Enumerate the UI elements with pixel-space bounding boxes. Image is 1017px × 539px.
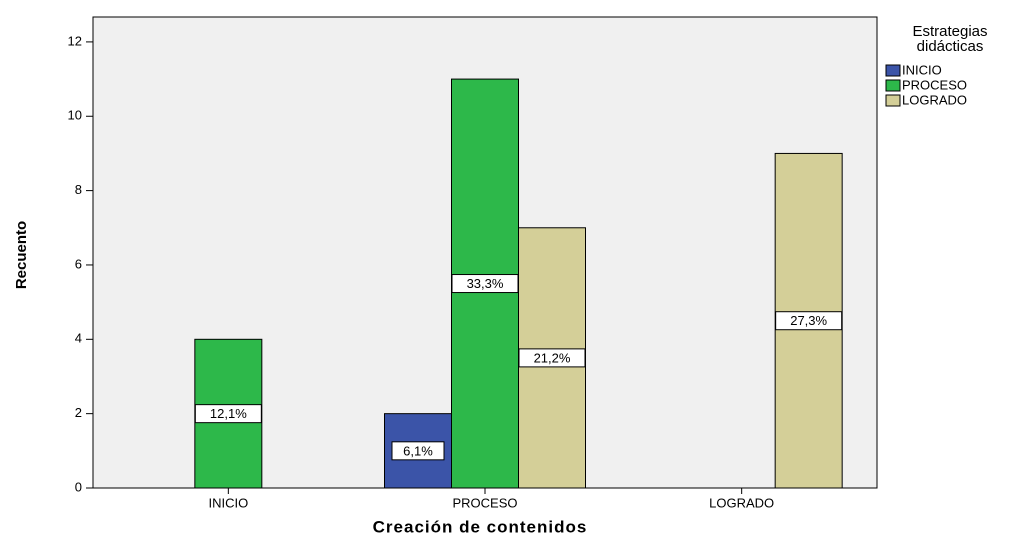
x-tick-label: PROCESO bbox=[452, 495, 517, 510]
data-label-box bbox=[391, 441, 445, 461]
x-tick-label: LOGRADO bbox=[709, 495, 774, 510]
legend-swatch bbox=[885, 79, 901, 92]
data-label-box bbox=[194, 404, 262, 424]
data-label-box bbox=[518, 348, 586, 368]
legend-swatch bbox=[885, 64, 901, 77]
x-tick-label: INICIO bbox=[208, 495, 248, 510]
legend-label: INICIO bbox=[902, 62, 942, 77]
y-tick-label: 2 bbox=[75, 405, 82, 420]
data-label: 33,3% bbox=[467, 276, 504, 291]
data-label: 21,2% bbox=[534, 350, 571, 365]
data-label: 12,1% bbox=[210, 406, 247, 421]
data-label: 27,3% bbox=[790, 313, 827, 328]
legend-label: PROCESO bbox=[902, 77, 967, 92]
legend-swatch bbox=[885, 94, 901, 107]
legend-title: didácticas bbox=[917, 38, 984, 55]
y-tick-label: 6 bbox=[75, 256, 82, 271]
y-tick-label: 12 bbox=[68, 33, 82, 48]
y-tick-label: 8 bbox=[75, 182, 82, 197]
x-axis-label: Creación de contenidos bbox=[373, 517, 588, 536]
data-label: 6,1% bbox=[403, 443, 433, 458]
y-tick-label: 10 bbox=[68, 108, 82, 123]
data-label-box bbox=[775, 311, 843, 331]
y-axis-label: Recuento bbox=[13, 221, 30, 289]
y-tick-label: 4 bbox=[75, 331, 82, 346]
y-tick-label: 0 bbox=[75, 479, 82, 494]
legend-label: LOGRADO bbox=[902, 92, 967, 107]
legend-title: Estrategias bbox=[912, 23, 987, 40]
